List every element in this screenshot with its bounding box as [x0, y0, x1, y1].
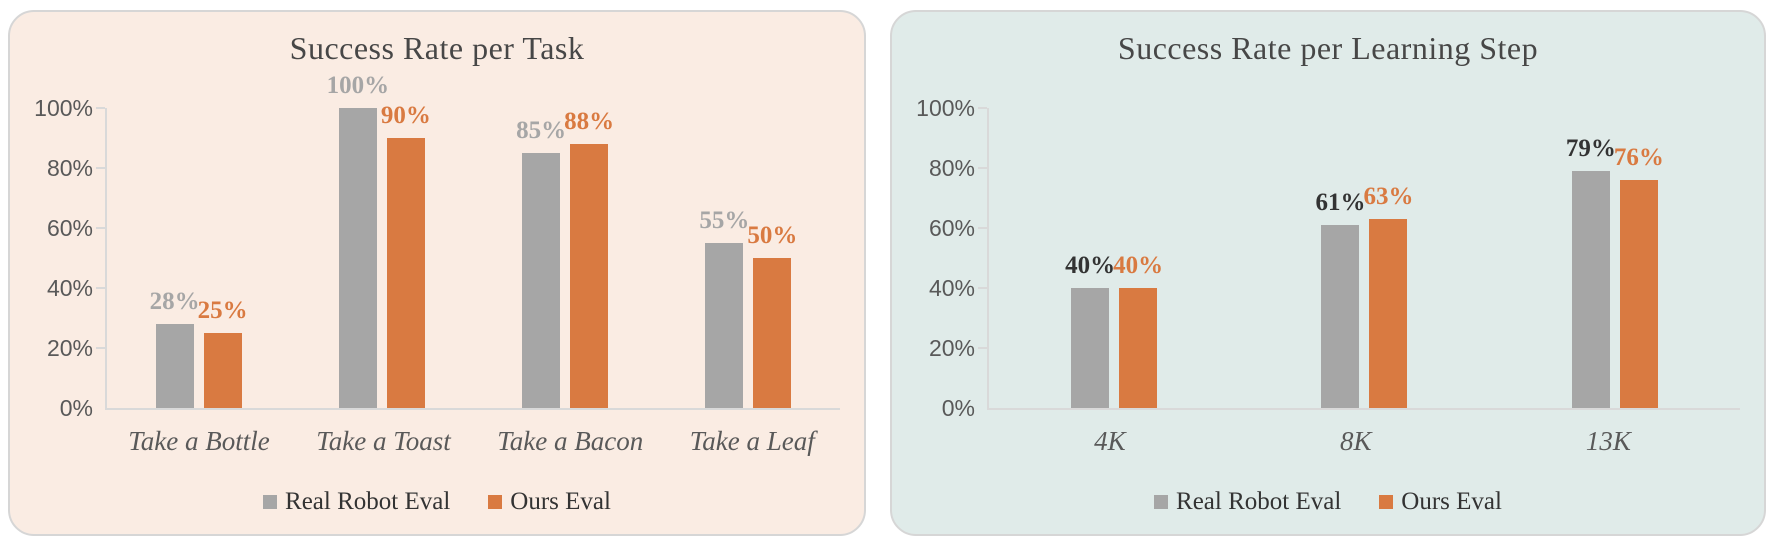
bar: 28% — [150, 288, 200, 408]
bar: 61% — [1315, 189, 1365, 408]
y-axis-tick-label: 100% — [34, 95, 93, 121]
bar-group: 85% 88% — [516, 108, 614, 408]
bar-value-label: 76% — [1613, 144, 1664, 171]
plot-box: 28% 25% 100% 90% 85% 88% 55% 50% — [105, 72, 840, 410]
legend-label-ours-eval: Ours Eval — [510, 488, 611, 515]
y-axis-tick-label: 40% — [928, 275, 975, 301]
bar-value-label: 50% — [747, 222, 798, 249]
bar: 55% — [699, 207, 749, 408]
bar-value-label: 55% — [699, 207, 750, 234]
bar: 85% — [516, 117, 566, 408]
y-axis-tick-label: 60% — [928, 215, 975, 241]
y-axis-tick-label: 20% — [928, 335, 975, 361]
bar: 50% — [747, 222, 797, 408]
category-label: 4K — [1094, 426, 1126, 456]
bars-row: 40% 40% 61% 63% 79% 76% — [989, 108, 1740, 408]
y-axis-tick-mark — [978, 347, 987, 349]
bar-value-label: 63% — [1363, 183, 1414, 210]
category-axis: 4K 8K 13K — [987, 426, 1738, 457]
category-label: Take a Leaf — [689, 426, 815, 456]
y-axis-tick-label: 100% — [916, 95, 975, 121]
y-axis-tick-mark — [978, 227, 987, 229]
learning-step-chart-panel: Success Rate per Learning Step 40% 40% 61%… — [890, 10, 1766, 536]
bar: 76% — [1614, 144, 1664, 408]
legend-label-real-robot-eval: Real Robot Eval — [285, 488, 451, 515]
bar-group: 55% 50% — [699, 108, 797, 408]
category-label: Take a Toast — [316, 426, 451, 456]
y-axis-tick-label: 80% — [46, 155, 93, 181]
bar: 40% — [1113, 252, 1163, 408]
bars-row: 28% 25% 100% 90% 85% 88% 55% 50% — [107, 72, 840, 408]
category-label: Take a Bottle — [128, 426, 270, 456]
y-axis-tick-label: 0% — [941, 395, 975, 421]
task-chart-panel: Success Rate per Task 28% 25% 100% 90% 85% 88… — [8, 10, 866, 536]
y-axis-tick-label: 40% — [46, 275, 93, 301]
y-axis-tick-mark — [96, 227, 105, 229]
bar-value-label: 85% — [516, 117, 567, 144]
bar: 90% — [381, 102, 431, 408]
legend-item-real-robot-eval: Real Robot Eval — [263, 488, 450, 516]
y-axis-tick-mark — [978, 287, 987, 289]
y-axis-tick-label: 60% — [46, 215, 93, 241]
category-axis: Take a Bottle Take a Toast Take a Bacon Tak… — [105, 426, 838, 457]
y-axis-tick-mark — [96, 347, 105, 349]
bar: 25% — [198, 297, 248, 408]
bar-value-label: 25% — [197, 297, 248, 324]
learning-step-chart-title: Success Rate per Learning Step — [1117, 30, 1539, 66]
bar-group: 61% 63% — [1315, 108, 1413, 408]
bar-value-label: 79% — [1565, 135, 1616, 162]
y-axis-tick-mark — [978, 107, 987, 109]
bar-value-label: 88% — [564, 108, 615, 135]
legend-swatch-gray — [1154, 495, 1169, 509]
y-axis-tick-mark — [96, 287, 105, 289]
legend-item-real-robot-eval: Real Robot Eval — [1154, 488, 1341, 516]
legend-swatch-orange — [1379, 495, 1394, 509]
learning-step-chart-legend: Real Robot Eval Ours Eval — [892, 488, 1764, 516]
bar: 88% — [564, 108, 614, 408]
legend-label-ours-eval: Ours Eval — [1401, 488, 1502, 515]
legend-item-ours-eval: Ours Eval — [488, 488, 611, 516]
task-chart-title: Success Rate per Task — [289, 30, 585, 66]
bar-group: 79% 76% — [1566, 108, 1664, 408]
bar-group: 40% 40% — [1065, 108, 1163, 408]
bar: 40% — [1065, 252, 1115, 408]
bar-value-label: 40% — [1065, 252, 1116, 279]
legend-swatch-gray — [263, 495, 278, 509]
y-axis-tick-label: 80% — [928, 155, 975, 181]
bar-value-label: 40% — [1113, 252, 1164, 279]
bar-value-label: 90% — [380, 102, 431, 129]
legend-label-real-robot-eval: Real Robot Eval — [1176, 488, 1342, 515]
bar-value-label: 28% — [149, 288, 200, 315]
category-label: 8K — [1339, 426, 1372, 456]
category-label: Take a Bacon — [497, 426, 644, 456]
plot-box: 40% 40% 61% 63% 79% 76% — [987, 108, 1740, 410]
y-axis-tick-label: 20% — [46, 335, 93, 361]
legend-item-ours-eval: Ours Eval — [1379, 488, 1502, 516]
y-axis-tick-mark — [96, 107, 105, 109]
task-chart-legend: Real Robot Eval Ours Eval — [10, 488, 864, 516]
bar-value-label: 100% — [326, 72, 390, 99]
category-label: 13K — [1585, 426, 1631, 456]
bar-group: 100% 90% — [327, 72, 431, 408]
bar-group: 28% 25% — [150, 108, 248, 408]
y-axis-tick-label: 0% — [59, 395, 93, 421]
bar: 100% — [327, 72, 389, 408]
bar: 63% — [1363, 183, 1413, 408]
bar-value-label: 61% — [1315, 189, 1366, 216]
legend-swatch-orange — [488, 495, 503, 509]
y-axis-tick-mark — [96, 167, 105, 169]
y-axis-tick-mark — [978, 167, 987, 169]
bar: 79% — [1566, 135, 1616, 408]
